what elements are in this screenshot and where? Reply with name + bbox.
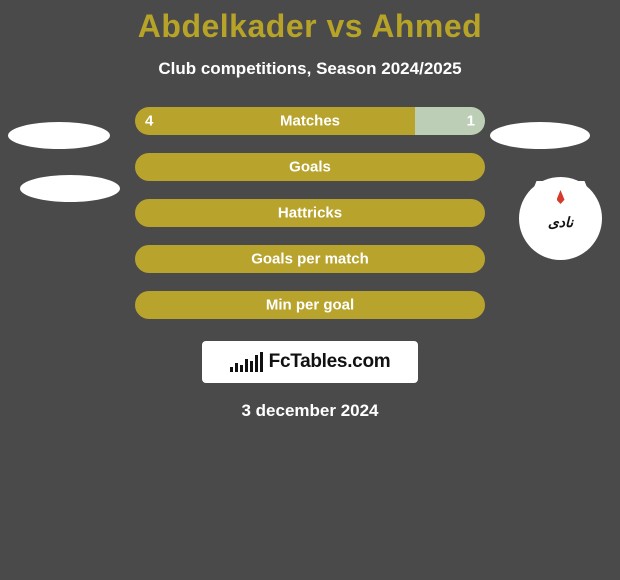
row-hattricks: Hattricks [0, 199, 620, 227]
label-gpm: Goals per match [251, 251, 369, 268]
label-mpg: Min per goal [266, 297, 354, 314]
bar-hattricks: Hattricks [135, 199, 485, 227]
row-goals: Goals [0, 153, 620, 181]
subtitle: Club competitions, Season 2024/2025 [0, 59, 620, 79]
page-title: Abdelkader vs Ahmed [0, 8, 620, 45]
bar-goals: Goals [135, 153, 485, 181]
bar-left-matches [135, 107, 415, 135]
logo-bars-icon [230, 352, 263, 372]
logo-text: FcTables.com [269, 351, 391, 373]
label-goals: Goals [289, 159, 331, 176]
bar-min-per-goal: Min per goal [135, 291, 485, 319]
value-right-matches: 1 [467, 113, 475, 130]
bar-matches: 4 1 Matches [135, 107, 485, 135]
row-matches: 4 1 Matches [0, 107, 620, 135]
label-hattricks: Hattricks [278, 205, 342, 222]
fctables-logo: FcTables.com [202, 341, 418, 383]
date-text: 3 december 2024 [0, 401, 620, 421]
bar-goals-per-match: Goals per match [135, 245, 485, 273]
value-left-matches: 4 [145, 113, 153, 130]
row-goals-per-match: Goals per match [0, 245, 620, 273]
label-matches: Matches [280, 113, 340, 130]
row-min-per-goal: Min per goal [0, 291, 620, 319]
